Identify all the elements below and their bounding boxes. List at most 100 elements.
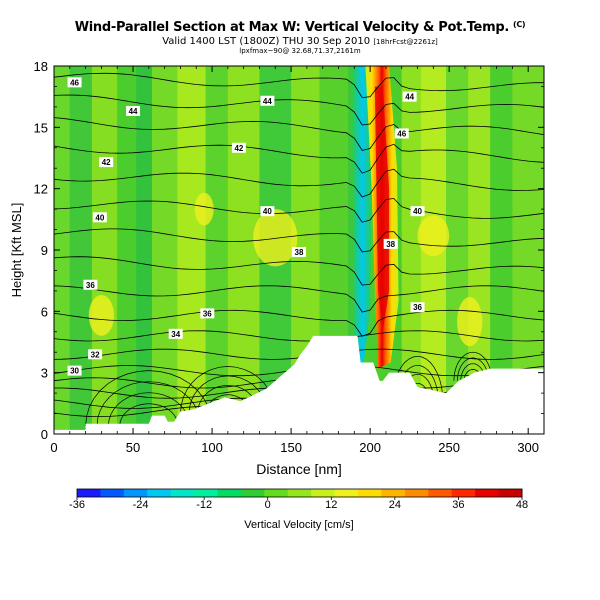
colorbar-swatch (287, 489, 312, 497)
x-axis: 0 50 100 150 200 250 300 (50, 66, 539, 455)
y-tick-label: 3 (41, 366, 48, 381)
colorbar-swatch (170, 489, 195, 497)
theta-label-bg (67, 365, 82, 376)
colorbar-tick-label: -36 (69, 499, 85, 511)
theta-contour-dome (119, 403, 179, 426)
chart-title-text: Wind-Parallel Section at Max W: Vertical… (74, 20, 510, 35)
colorbar-swatch (334, 489, 359, 497)
theta-label-text: 44 (405, 93, 414, 102)
colorbar-swatch (498, 489, 523, 497)
field-band (54, 66, 70, 434)
colorbar-swatch (217, 489, 242, 497)
x-axis-label: Distance [nm] (256, 461, 342, 477)
y-tick-label: 9 (41, 243, 48, 258)
colorbar-swatch (381, 489, 406, 497)
theta-label: 42 (99, 157, 114, 168)
colorbar-swatch (404, 489, 429, 497)
colorbar-swatch (428, 489, 453, 497)
colorbar-swatch (475, 489, 500, 497)
field-band (152, 66, 178, 434)
chart-title: Wind-Parallel Section at Max W: Vertical… (0, 20, 600, 35)
theta-label-text: 46 (70, 78, 79, 87)
theta-label-text: 32 (91, 350, 100, 359)
field-patch (253, 209, 298, 267)
colorbar-frame (76, 488, 523, 498)
theta-label-text: 36 (203, 309, 212, 318)
x-tick-label: 150 (280, 440, 302, 455)
theta-contour (54, 94, 544, 126)
colorbar-tick-label: -24 (133, 499, 149, 511)
x-tick-label: 0 (50, 440, 57, 455)
theta-contour (54, 285, 544, 313)
velocity-field (54, 66, 544, 434)
theta-label-bg (292, 247, 306, 258)
colorbar-tick-label: 48 (516, 499, 528, 511)
theta-contour (54, 256, 544, 286)
y-tick-label: 18 (34, 59, 48, 74)
theta-contour (54, 330, 544, 342)
theta-label: 42 (231, 142, 246, 153)
colorbar-swatch (264, 489, 289, 497)
theta-label-bg (200, 308, 215, 319)
colorbar-label: Vertical Velocity [cm/s] (244, 519, 353, 531)
theta-label-text: 44 (263, 97, 272, 106)
theta-label-text: 36 (86, 281, 95, 290)
theta-label: 38 (292, 247, 306, 258)
theta-contour-labels: 46 44 44 44 46 42 42 40 40 40 38 38 36 36 36 34 32 30 (67, 77, 425, 376)
theta-contour (54, 309, 544, 337)
theta-label: 44 (260, 95, 275, 106)
copyright-mark: (C) (512, 20, 526, 29)
plot-area: 46 44 44 44 46 42 42 40 40 40 38 38 36 36 36 34 32 30 (54, 66, 544, 434)
colorbar-swatch (240, 489, 265, 497)
theta-contour (54, 198, 544, 223)
field-band (136, 66, 152, 434)
theta-label-bg (168, 328, 183, 339)
theta-label-text: 38 (386, 240, 395, 249)
theta-contour-dome (96, 381, 202, 426)
theta-label-text: 42 (102, 158, 111, 167)
colorbar-tick-label: 0 (265, 499, 271, 511)
theta-label-bg (410, 302, 425, 313)
theta-label: 30 (67, 365, 82, 376)
theta-label-text: 34 (171, 330, 180, 339)
terrain-mask (54, 335, 544, 434)
field-band (227, 66, 260, 434)
colorbar-tick-label: 12 (325, 499, 337, 511)
colorbar-swatch (77, 489, 101, 497)
theta-contour (54, 143, 544, 174)
field-band (69, 66, 92, 434)
field-band (446, 66, 469, 434)
colorbar-swatch (311, 489, 336, 497)
theta-label-bg (88, 349, 103, 360)
theta-label: 36 (200, 308, 215, 319)
colorbar-swatch (358, 489, 382, 497)
chart-subtitle: Valid 1400 LST (1800Z) THU 30 Sep 2010 [… (0, 36, 600, 47)
theta-contour (54, 72, 544, 99)
theta-label-text: 40 (413, 207, 422, 216)
field-patch (88, 294, 115, 336)
colorbar-tick-label: -12 (196, 499, 212, 511)
y-tick-label: 6 (41, 304, 48, 319)
colorbar-swatch (123, 489, 148, 497)
colorbar-swatch (100, 489, 125, 497)
theta-label-bg (67, 77, 82, 88)
field-band (348, 66, 358, 434)
theta-label-bg (383, 238, 398, 249)
theta-label-text: 44 (129, 107, 138, 116)
field-band (117, 66, 137, 434)
colorbar: -36 -24 -12 0 12 24 36 48 (69, 488, 528, 511)
field-patch (417, 215, 450, 257)
theta-label-text: 46 (397, 129, 406, 138)
field-band (177, 66, 206, 434)
theta-label-text: 40 (95, 213, 104, 222)
field-band (205, 66, 228, 434)
valid-time: Valid 1400 LST (1800Z) THU 30 Sep 2010 (162, 36, 371, 47)
x-tick-label: 50 (126, 440, 140, 455)
theta-label-text: 38 (295, 248, 304, 257)
field-patch (194, 192, 214, 226)
y-axis-label: Height [Kft MSL] (9, 203, 24, 298)
theta-label-bg (260, 95, 275, 106)
theta-label-text: 36 (413, 303, 422, 312)
